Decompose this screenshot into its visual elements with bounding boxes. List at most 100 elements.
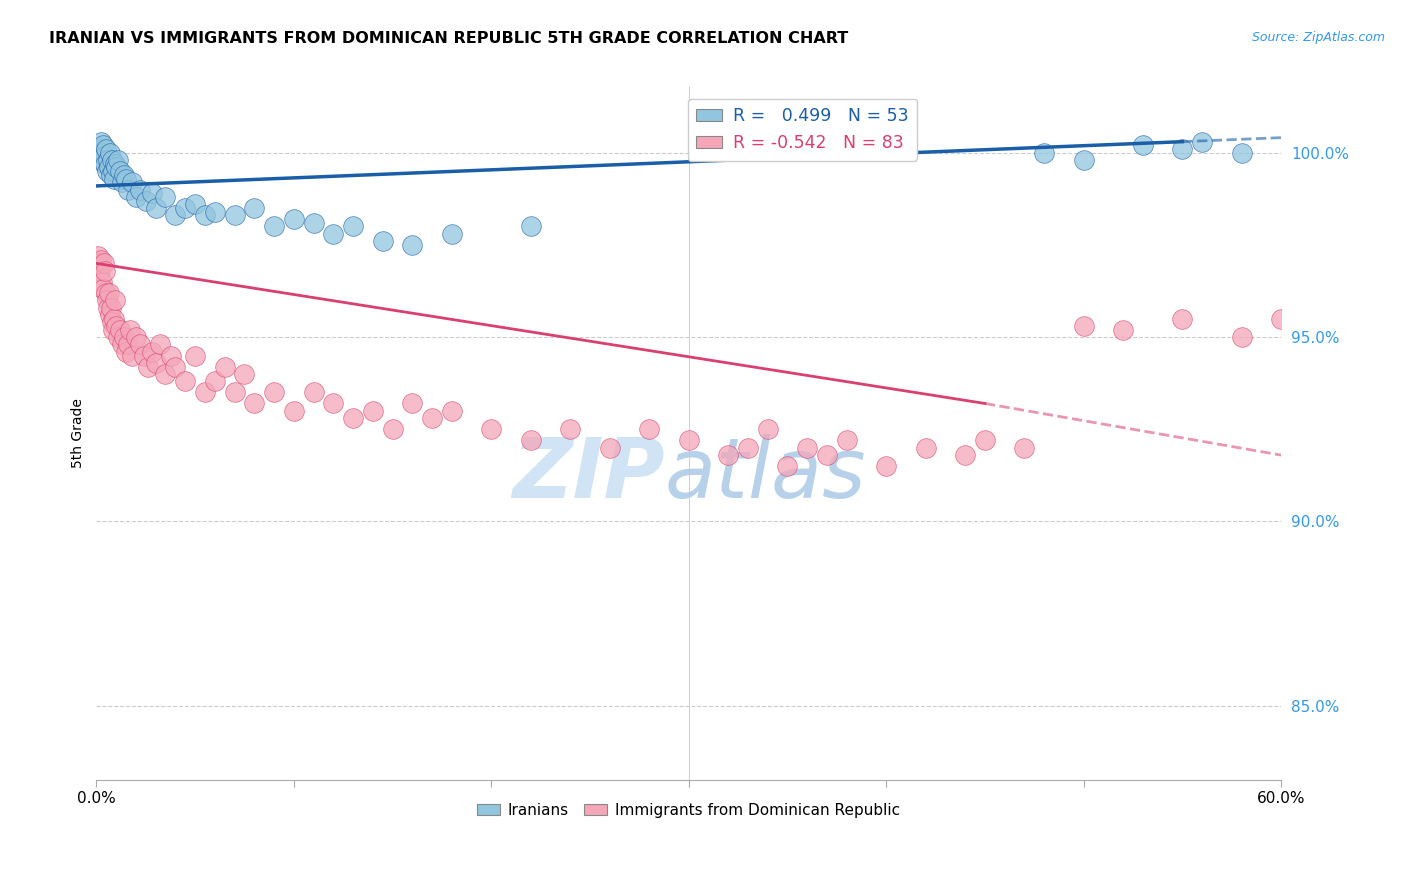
Point [283, 212, 305, 227]
Point [302, 385, 325, 400]
Point [117, 337, 139, 351]
Point [165, 209, 187, 223]
Point [756, 422, 779, 436]
Point [599, 441, 621, 455]
Point [118, 323, 141, 337]
Point [1230, 145, 1253, 160]
Text: Source: ZipAtlas.com: Source: ZipAtlas.com [1251, 31, 1385, 45]
Point [125, 330, 148, 344]
Point [224, 209, 246, 223]
Point [342, 411, 364, 425]
Point [91, 138, 114, 153]
Point [835, 434, 858, 448]
Point [101, 323, 124, 337]
Point [108, 164, 131, 178]
Point [155, 367, 177, 381]
Point [89, 256, 111, 270]
Point [111, 337, 134, 351]
Point [112, 168, 135, 182]
Point [1309, 323, 1331, 337]
Point [101, 315, 124, 329]
Point [638, 422, 661, 436]
Point [136, 359, 159, 374]
Point [214, 359, 236, 374]
Point [440, 227, 463, 241]
Point [322, 227, 344, 241]
Point [91, 145, 114, 160]
Point [104, 157, 127, 171]
Point [243, 201, 266, 215]
Point [107, 153, 129, 167]
Point [108, 323, 131, 337]
Point [519, 434, 541, 448]
Point [302, 216, 325, 230]
Point [875, 459, 897, 474]
Point [204, 375, 226, 389]
Point [135, 194, 157, 208]
Point [100, 301, 122, 315]
Point [796, 441, 818, 455]
Point [717, 448, 740, 462]
Point [401, 396, 423, 410]
Point [243, 396, 266, 410]
Point [94, 157, 117, 171]
Point [174, 375, 197, 389]
Point [98, 145, 121, 160]
Point [1073, 153, 1095, 167]
Point [111, 175, 134, 189]
Point [148, 337, 170, 351]
Point [87, 249, 110, 263]
Point [1132, 138, 1154, 153]
Point [94, 264, 117, 278]
Point [98, 161, 121, 175]
Point [1073, 319, 1095, 334]
Point [141, 344, 163, 359]
Point [974, 434, 997, 448]
Y-axis label: 5th Grade: 5th Grade [72, 398, 86, 468]
Point [105, 161, 128, 175]
Text: ZIP: ZIP [512, 434, 665, 515]
Point [560, 422, 582, 436]
Point [132, 349, 155, 363]
Point [776, 459, 799, 474]
Point [233, 367, 256, 381]
Point [112, 330, 135, 344]
Point [105, 319, 128, 334]
Point [100, 168, 122, 182]
Point [381, 422, 404, 436]
Point [96, 164, 118, 178]
Point [98, 308, 121, 322]
Point [90, 135, 112, 149]
Point [1230, 330, 1253, 344]
Legend: Iranians, Immigrants from Dominican Republic: Iranians, Immigrants from Dominican Repu… [471, 797, 905, 824]
Point [107, 330, 129, 344]
Point [371, 234, 394, 248]
Point [98, 285, 121, 300]
Point [90, 252, 112, 267]
Point [914, 441, 936, 455]
Point [89, 142, 111, 156]
Text: atlas: atlas [665, 434, 866, 515]
Point [263, 385, 285, 400]
Point [678, 434, 700, 448]
Point [115, 344, 138, 359]
Point [184, 349, 207, 363]
Point [1112, 323, 1135, 337]
Point [224, 385, 246, 400]
Point [89, 264, 111, 278]
Point [101, 153, 124, 167]
Point [91, 275, 114, 289]
Point [97, 301, 120, 315]
Point [160, 349, 183, 363]
Point [361, 404, 384, 418]
Point [165, 359, 187, 374]
Point [1171, 311, 1194, 326]
Point [101, 164, 124, 178]
Point [263, 219, 285, 234]
Point [155, 190, 177, 204]
Point [184, 197, 207, 211]
Point [815, 448, 838, 462]
Point [519, 219, 541, 234]
Point [103, 311, 125, 326]
Point [115, 171, 138, 186]
